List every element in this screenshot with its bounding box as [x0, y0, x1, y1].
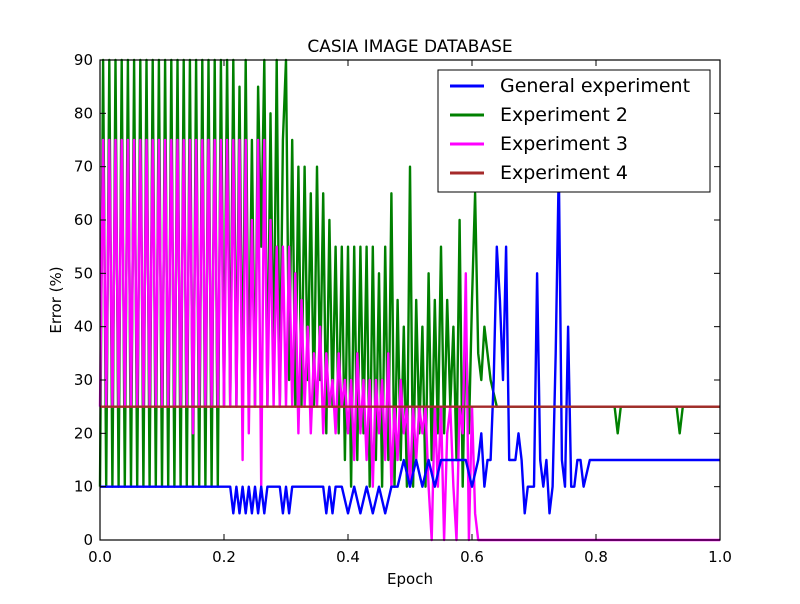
y-axis-label: Error (%): [47, 266, 65, 333]
y-tick-label: 20: [74, 424, 93, 442]
y-tick-label: 30: [74, 371, 93, 389]
legend-label-experiment-3: Experiment 3: [500, 133, 628, 155]
legend: General experiment Experiment 2 Experime…: [437, 69, 711, 193]
tick-layer: 0.0 0.2 0.4 0.6 0.8 1.0 0 10 20 30 40 50 60 70 80 90: [74, 51, 732, 566]
series-line-general-experiment: [100, 165, 720, 515]
y-tick-label: 60: [74, 211, 93, 229]
x-tick-label: 0.8: [584, 548, 608, 566]
x-tick-label: 0.4: [336, 548, 360, 566]
y-tick-label: 0: [83, 531, 93, 549]
y-tick-label: 40: [74, 318, 93, 336]
y-tick-label: 10: [74, 478, 93, 496]
legend-label-experiment-2: Experiment 2: [500, 104, 628, 126]
y-tick-label: 50: [74, 264, 93, 282]
x-tick-label: 0.0: [88, 548, 112, 566]
legend-label-experiment-4: Experiment 4: [500, 162, 628, 184]
plot-frame: [99, 59, 721, 541]
legend-label-general-experiment: General experiment: [500, 75, 690, 97]
y-tick-label: 80: [74, 104, 93, 122]
x-tick-label: 0.6: [460, 548, 484, 566]
x-axis-label: Epoch: [387, 570, 433, 588]
chart-title: CASIA IMAGE DATABASE: [307, 37, 512, 57]
series-layer: [98, 58, 720, 542]
series-line-experiment-2: [98, 58, 720, 488]
x-tick-label: 1.0: [708, 548, 732, 566]
y-tick-label: 70: [74, 158, 93, 176]
x-tick-label: 0.2: [212, 548, 236, 566]
y-tick-label: 90: [74, 51, 93, 69]
